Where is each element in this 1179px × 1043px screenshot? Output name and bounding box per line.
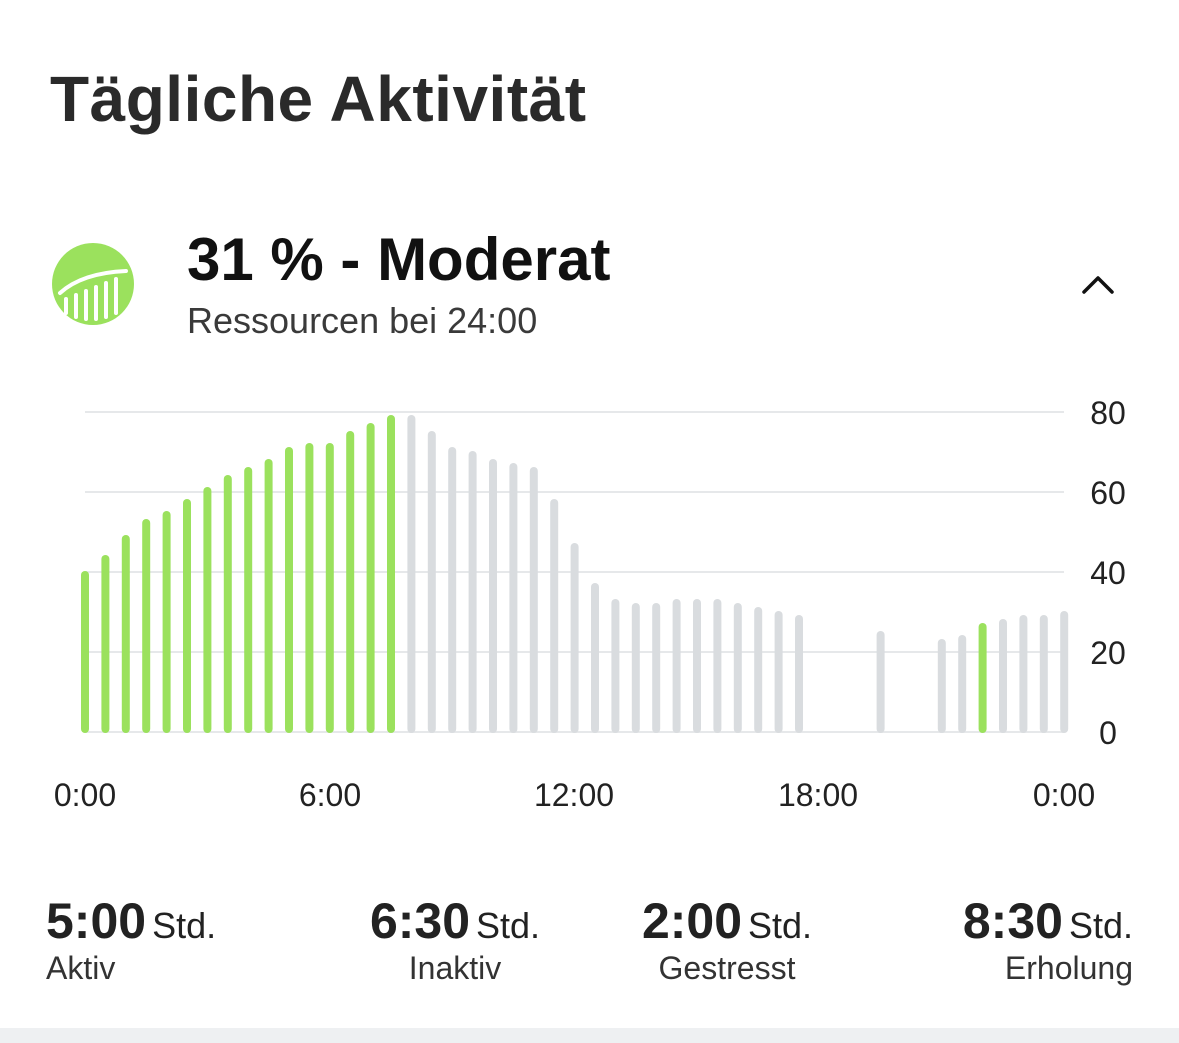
- stat-label: Aktiv: [46, 950, 116, 986]
- x-tick-label: 0:00: [1033, 777, 1095, 813]
- x-tick-label: 0:00: [54, 777, 116, 813]
- x-tick-label: 18:00: [778, 777, 858, 813]
- stat-recovery: 8:30 Std. Erholung: [963, 892, 1133, 987]
- stat-label: Gestresst: [658, 950, 796, 986]
- stat-value: 5:00: [46, 893, 147, 949]
- resources-gauge-icon: [52, 243, 134, 325]
- y-tick-label: 60: [1090, 475, 1126, 511]
- y-tick-label: 20: [1090, 635, 1126, 671]
- stat-unit: Std.: [748, 905, 813, 946]
- y-tick-label: 40: [1090, 555, 1126, 591]
- chevron-up-icon: [1082, 276, 1114, 294]
- stat-value: 2:00: [641, 893, 743, 949]
- stat-label: Inaktiv: [408, 950, 502, 986]
- stat-unit: Std.: [152, 905, 217, 946]
- y-tick-label: 0: [1099, 715, 1117, 751]
- bottom-divider: [0, 1028, 1179, 1043]
- stat-unit: Std.: [1068, 905, 1133, 946]
- x-tick-label: 12:00: [534, 777, 614, 813]
- stat-stressed: 2:00 Std. Gestresst: [630, 892, 824, 987]
- stat-inactive: 6:30 Std. Inaktiv: [358, 892, 552, 987]
- y-tick-label: 80: [1090, 395, 1126, 431]
- stat-value: 6:30: [369, 893, 471, 949]
- activity-chart: 0 20 40 60 80 0:00 6:00 12:00 18:00 0:00: [54, 395, 1126, 813]
- stat-unit: Std.: [476, 905, 541, 946]
- stat-label: Erholung: [1004, 950, 1133, 986]
- collapse-button[interactable]: [1072, 262, 1124, 306]
- x-tick-label: 6:00: [299, 777, 361, 813]
- page-title: Tägliche Aktivität: [50, 63, 587, 135]
- stat-active: 5:00 Std. Aktiv: [46, 892, 216, 987]
- summary-headline: 31 % - Moderat: [187, 226, 611, 293]
- stat-value: 8:30: [962, 893, 1063, 949]
- summary-subline: Ressourcen bei 24:00: [187, 300, 538, 341]
